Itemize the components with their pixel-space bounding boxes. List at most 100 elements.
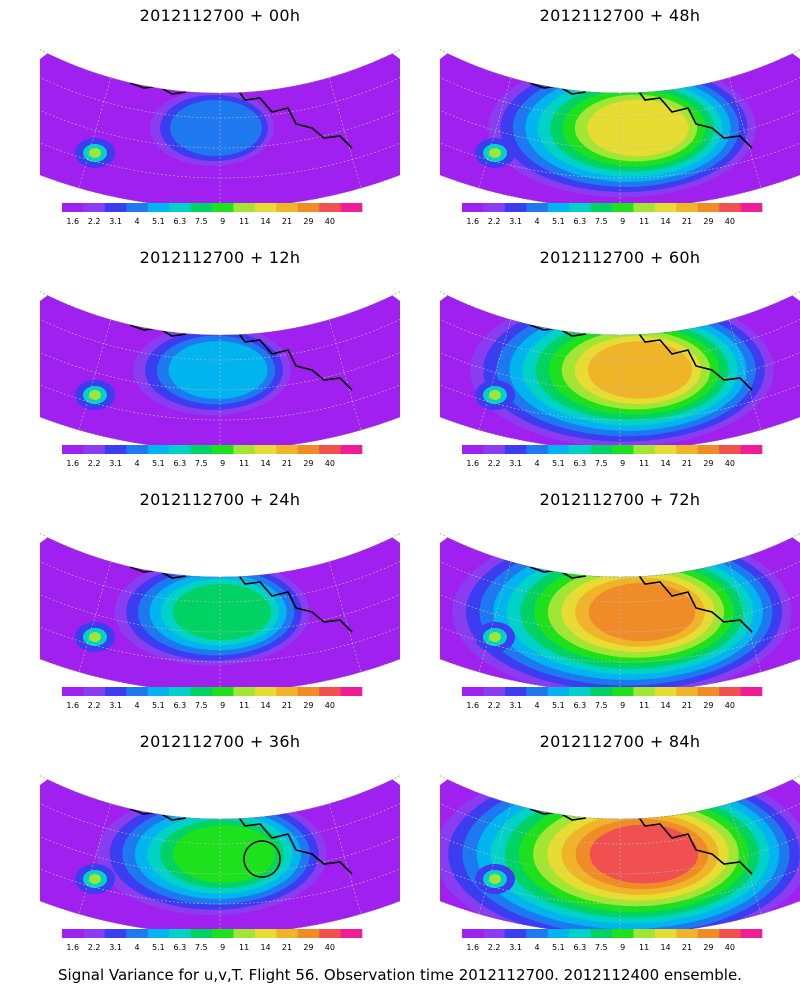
colorbar: 1.6 2.2 3.1 4 5.1 6.3 7.5 9 11 14 21 29 40 [62, 687, 363, 710]
colorbar-tick-label: 4 [534, 459, 539, 468]
colorbar-tick-label: 9 [620, 459, 625, 468]
map-panel: 2012112700 + 72h 1.6 2.2 3.1 4 5.1 6.3 7.5 9 11 14… [440, 488, 800, 720]
colorbar-tick-label: 7.5 [195, 943, 208, 952]
variance-map [40, 28, 400, 203]
map-panel: 2012112700 + 12h 1.6 2.2 3.1 4 5.1 6.3 7.5 9 11 14… [40, 246, 400, 478]
colorbar-tick-label: 9 [620, 701, 625, 710]
colorbar-tick-label: 40 [725, 459, 735, 468]
colorbar-tick-label: 2.2 [488, 459, 501, 468]
colorbar-swatch [504, 203, 527, 212]
colorbar-tick-label: 5.1 [152, 217, 165, 226]
colorbar-tick-label: 14 [260, 943, 270, 952]
map-border [440, 775, 800, 929]
colorbar-swatch [147, 445, 170, 454]
colorbar-tick-label: 21 [682, 943, 692, 952]
colorbar-tick-label: 2.2 [88, 943, 101, 952]
colorbar-swatch [83, 687, 106, 696]
contour-region [172, 583, 272, 641]
colorbar-swatch [462, 445, 484, 454]
colorbar-swatch [104, 203, 127, 212]
colorbar-swatch [254, 929, 277, 938]
colorbar-tick-label: 4 [534, 701, 539, 710]
panel-title: 2012112700 + 12h [139, 248, 301, 267]
colorbar-tick-label: 6.3 [173, 943, 186, 952]
graticule-line [328, 77, 362, 189]
colorbar-swatch [297, 203, 320, 212]
graticule-line [728, 803, 762, 915]
colorbar-tick-label: 29 [303, 701, 313, 710]
colorbar-swatch [190, 445, 213, 454]
colorbar-tick-label: 7.5 [595, 459, 608, 468]
colorbar-swatch [169, 687, 191, 696]
colorbar-tick-label: 3.1 [509, 459, 522, 468]
colorbar-tick-label: 14 [260, 217, 270, 226]
colorbar-swatch [169, 445, 191, 454]
colorbar-swatch [569, 929, 591, 938]
colorbar-swatch [147, 203, 170, 212]
contour-region [489, 148, 501, 158]
coastline [629, 763, 693, 807]
colorbar-tick-label: 1.6 [66, 217, 79, 226]
colorbar-tick-label: 6.3 [573, 217, 586, 226]
colorbar-tick-label: 7.5 [195, 701, 208, 710]
map-border [40, 533, 400, 687]
contour-region [489, 390, 501, 400]
contour-region [89, 632, 101, 642]
colorbar-swatch [654, 929, 677, 938]
colorbar-tick-label: 40 [725, 217, 735, 226]
colorbar-tick-label: 11 [639, 217, 649, 226]
colorbar-tick-label: 5.1 [152, 943, 165, 952]
colorbar-tick-label: 4 [134, 459, 139, 468]
colorbar-tick-label: 2.2 [88, 459, 101, 468]
colorbar-swatch [590, 929, 613, 938]
colorbar-tick-label: 4 [134, 217, 139, 226]
colorbar-swatch [276, 929, 299, 938]
colorbar-tick-label: 9 [620, 943, 625, 952]
colorbar-swatch [276, 687, 299, 696]
colorbar-swatch [697, 687, 720, 696]
panel-title: 2012112700 + 36h [139, 732, 301, 751]
colorbar-swatch [169, 203, 191, 212]
colorbar-tick-label: 2.2 [88, 217, 101, 226]
colorbar-tick-label: 9 [220, 217, 225, 226]
colorbar-swatch [62, 687, 84, 696]
colorbar-swatch [504, 929, 527, 938]
colorbar-swatch [612, 929, 634, 938]
colorbar-swatch [169, 929, 191, 938]
colorbar-swatch [719, 445, 741, 454]
colorbar: 1.6 2.2 3.1 4 5.1 6.3 7.5 9 11 14 21 29 40 [62, 445, 363, 468]
colorbar-swatch [319, 445, 341, 454]
colorbar-swatch [104, 445, 127, 454]
coastline [629, 37, 693, 81]
colorbar-tick-label: 11 [639, 943, 649, 952]
graticule-line [728, 77, 762, 189]
colorbar-tick-label: 11 [239, 701, 249, 710]
map-panel: 2012112700 + 48h 1.6 2.2 3.1 4 5.1 6.3 7.5 9 11 14… [440, 4, 800, 236]
colorbar-tick-label: 14 [660, 943, 670, 952]
colorbar-tick-label: 29 [703, 217, 713, 226]
colorbar-tick-label: 29 [703, 943, 713, 952]
colorbar-swatch [254, 445, 277, 454]
colorbar-swatch [212, 445, 234, 454]
colorbar-tick-label: 9 [220, 459, 225, 468]
colorbar-swatch [526, 445, 549, 454]
colorbar-tick-label: 21 [682, 217, 692, 226]
colorbar-swatch [676, 445, 699, 454]
colorbar-tick-label: 21 [682, 459, 692, 468]
colorbar-tick-label: 1.6 [66, 701, 79, 710]
colorbar-swatch [319, 929, 341, 938]
colorbar-tick-label: 9 [620, 217, 625, 226]
colorbar-swatch [676, 687, 699, 696]
colorbar-tick-label: 11 [239, 459, 249, 468]
colorbar: 1.6 2.2 3.1 4 5.1 6.3 7.5 9 11 14 21 29 40 [462, 445, 763, 468]
colorbar-tick-label: 7.5 [195, 459, 208, 468]
colorbar-tick-label: 21 [282, 217, 292, 226]
colorbar-tick-label: 6.3 [173, 459, 186, 468]
colorbar-swatch [676, 203, 699, 212]
colorbar-swatch [654, 687, 677, 696]
colorbar-tick-label: 6.3 [573, 943, 586, 952]
colorbar-swatch [526, 929, 549, 938]
colorbar-swatch [483, 687, 506, 696]
colorbar-swatch [697, 445, 720, 454]
colorbar-tick-label: 1.6 [466, 217, 479, 226]
